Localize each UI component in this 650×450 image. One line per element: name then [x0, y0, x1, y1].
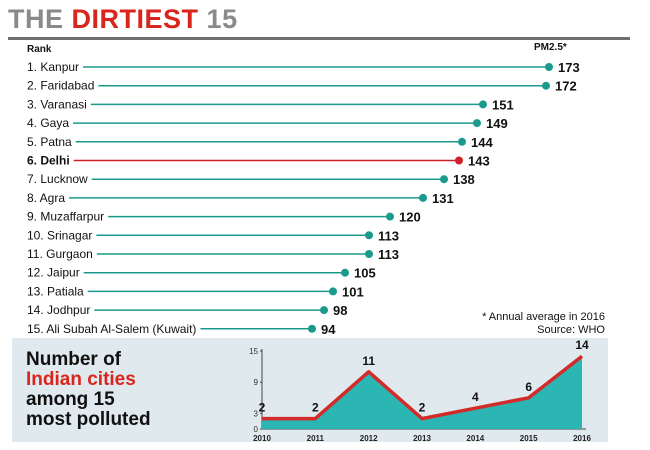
value-label: 138: [453, 172, 475, 187]
value-label: 113: [378, 247, 399, 262]
value-dot: [365, 250, 373, 258]
year-label: 2010: [253, 434, 271, 443]
trend-line: [262, 354, 584, 421]
value-dot: [440, 175, 448, 184]
title-rule: [8, 37, 630, 40]
footnote: * Annual average in 2016: [482, 311, 605, 323]
value-dot: [542, 81, 550, 90]
rank-label: 13. Patiala: [27, 284, 84, 298]
y-tick-label: 0: [254, 425, 259, 434]
value-label: 120: [399, 210, 421, 225]
value-label: 113: [378, 228, 399, 243]
area-fill: [262, 356, 582, 429]
point-label: 2: [312, 401, 319, 415]
y-tick-label: 9: [254, 378, 259, 387]
point-label: 6: [525, 380, 532, 394]
value-dot: [386, 212, 394, 221]
value-dot: [365, 231, 373, 240]
rank-header: Rank: [27, 44, 52, 55]
point-label: 14: [575, 338, 589, 352]
point-label: 4: [472, 390, 479, 404]
year-label: 2015: [520, 434, 538, 443]
y-tick-label: 15: [249, 347, 258, 356]
value-dot: [458, 137, 466, 146]
value-dot: [341, 268, 349, 277]
point-label: 2: [259, 401, 266, 415]
value-dot: [320, 306, 328, 315]
rank-label: 9. Muzaffarpur: [27, 210, 104, 224]
value-label: 151: [492, 97, 514, 112]
title-part-3: 15: [206, 4, 238, 34]
chart-title: THE DIRTIEST 15: [8, 4, 238, 35]
value-label: 143: [468, 154, 490, 169]
point-label: 2: [419, 401, 426, 415]
rank-label: 5. Patna: [27, 135, 72, 149]
value-dot: [455, 156, 463, 165]
value-dot: [545, 63, 553, 71]
rank-label: 15. Ali Subah Al-Salem (Kuwait): [27, 322, 196, 336]
year-label: 2014: [466, 434, 484, 443]
rank-label: 10. Srinagar: [27, 228, 92, 242]
rank-label: 4. Gaya: [27, 116, 69, 130]
value-label: 149: [486, 116, 508, 131]
year-label: 2011: [307, 434, 325, 443]
value-label: 101: [342, 284, 364, 299]
value-label: 98: [333, 303, 347, 318]
point-label: 11: [362, 354, 375, 368]
value-dot: [329, 287, 337, 296]
year-label: 2013: [413, 434, 431, 443]
trend-title-line-2: Indian cities: [26, 369, 136, 390]
value-label: 173: [558, 60, 580, 75]
rank-label: 3. Varanasi: [27, 97, 87, 111]
rank-label: 11. Gurgaon: [27, 247, 93, 261]
value-label: 172: [555, 79, 577, 94]
trend-title-line-4: most polluted: [26, 409, 151, 430]
rank-label: 8. Agra: [27, 191, 65, 205]
value-label: 131: [432, 191, 454, 206]
value-label: 105: [354, 266, 376, 281]
ranking-chart: Rank PM2.5* 1. Kanpur 173 2. Faridabad 172 3…: [27, 42, 605, 337]
year-label: 2016: [573, 434, 591, 443]
rank-label: 1. Kanpur: [27, 60, 79, 74]
title-part-2: DIRTIEST: [71, 4, 199, 34]
value-dot: [419, 193, 427, 202]
source-note: Source: WHO: [537, 324, 605, 336]
rank-label: 7. Lucknow: [27, 172, 88, 186]
pm25-header: PM2.5*: [534, 42, 567, 53]
trend-title-line-3: among 15: [26, 389, 115, 410]
value-label: 94: [321, 322, 336, 337]
year-label: 2012: [360, 434, 378, 443]
rank-label: 12. Jaipur: [27, 266, 80, 280]
value-label: 144: [471, 135, 493, 150]
rank-label: 14. Jodhpur: [27, 303, 90, 317]
title-part-1: THE: [8, 4, 64, 34]
value-dot: [308, 324, 316, 333]
rank-label: 6. Delhi: [27, 154, 70, 168]
y-tick-label: 3: [254, 409, 259, 418]
rank-label: 2. Faridabad: [27, 79, 94, 93]
value-dot: [473, 119, 481, 128]
value-dot: [479, 100, 487, 109]
trend-title: Number of Indian cities among 15 most po…: [26, 350, 151, 430]
trend-title-line-1: Number of: [26, 349, 121, 370]
